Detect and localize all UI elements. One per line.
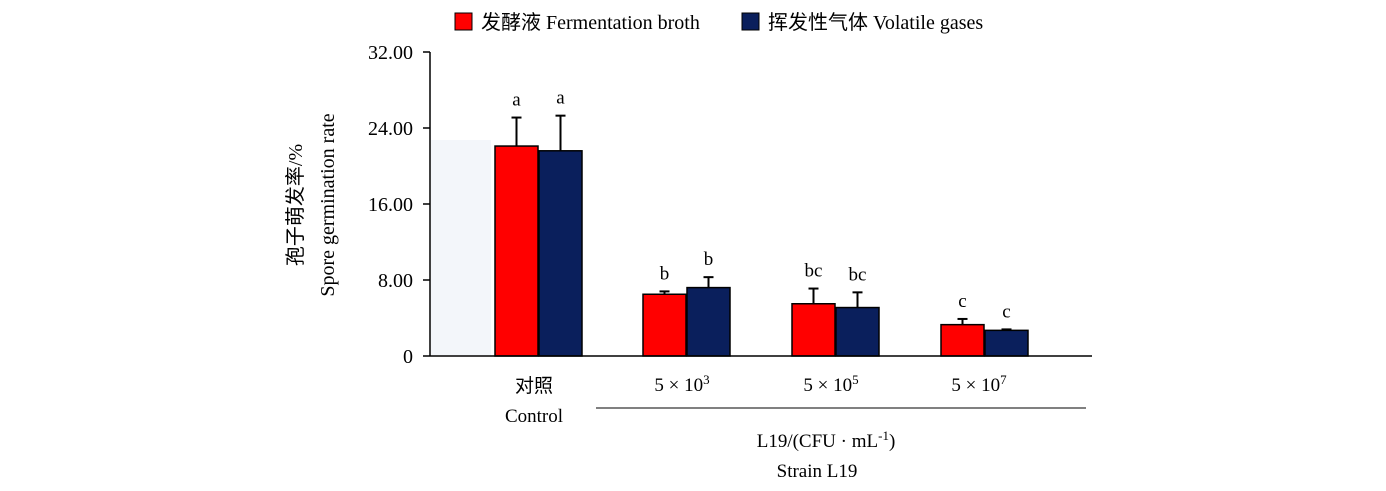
category-label-control-en: Control: [505, 406, 563, 427]
significance-label: c: [1002, 301, 1010, 322]
bar-fermentation: [791, 303, 836, 357]
bar-fermentation: [642, 293, 687, 357]
category-label-5e5: 5 × 105: [803, 372, 858, 396]
bar-fermentation: [494, 145, 539, 357]
y-axis-ticks: 0 8.00 16.00 24.00 32.00: [368, 42, 430, 368]
bars: a b bc c a b bc c: [494, 88, 1029, 357]
bar-volatile: [835, 306, 880, 357]
control-background: [431, 140, 491, 355]
significance-label: a: [512, 90, 521, 111]
significance-label: c: [958, 291, 966, 312]
significance-label: bc: [849, 264, 867, 285]
y-axis-title-cn: 孢子萌发率/%: [284, 144, 307, 266]
y-tick-label: 32.00: [368, 42, 413, 64]
category-label-control-cn: 对照: [515, 375, 553, 397]
y-tick-label: 8.00: [378, 270, 413, 292]
significance-label: a: [556, 88, 565, 109]
legend: 发酵液 Fermentation broth 挥发性气体 Volatile ga…: [454, 11, 983, 34]
bar-fermentation: [940, 323, 985, 357]
bar-volatile: [538, 150, 583, 357]
y-axis-title-en: Spore germination rate: [317, 113, 339, 296]
group-label-strain: Strain L19: [777, 461, 858, 482]
y-tick-label: 0: [403, 346, 413, 368]
y-tick-label: 24.00: [368, 118, 413, 140]
legend-label-fermentation: 发酵液 Fermentation broth: [481, 11, 700, 34]
significance-label: b: [660, 263, 670, 284]
bar-volatile: [984, 329, 1029, 357]
group-label-unit: L19/(CFU · mL-1): [757, 428, 896, 452]
category-label-5e7: 5 × 107: [951, 372, 1007, 396]
significance-label: b: [704, 249, 714, 270]
legend-swatch-fermentation: [454, 12, 473, 31]
legend-label-volatile: 挥发性气体 Volatile gases: [768, 11, 983, 34]
category-label-5e3: 5 × 103: [654, 372, 709, 396]
bar-volatile: [686, 286, 731, 357]
significance-label: bc: [805, 261, 823, 282]
legend-swatch-volatile: [741, 12, 760, 31]
y-tick-label: 16.00: [368, 194, 413, 216]
